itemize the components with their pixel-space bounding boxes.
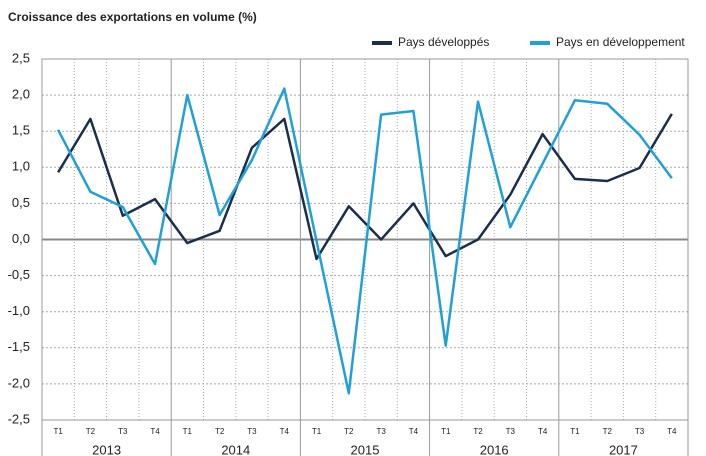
y-tick-label: -2,5	[8, 411, 30, 426]
legend-label: Pays en développement	[556, 35, 685, 49]
y-tick-label: -1,5	[8, 339, 30, 354]
x-tick-label: T3	[376, 427, 386, 436]
x-tick-label: T2	[473, 427, 483, 436]
y-tick-label: -1,0	[8, 303, 30, 318]
y-tick-label: 1,0	[12, 159, 30, 174]
y-tick-label: -0,5	[8, 267, 30, 282]
x-tick-label: T3	[506, 427, 516, 436]
x-tick-label: T4	[538, 427, 548, 436]
x-tick-label: T4	[150, 427, 160, 436]
legend-label: Pays développés	[398, 35, 489, 49]
year-label: 2015	[351, 442, 380, 456]
year-label: 2014	[221, 442, 250, 456]
year-label: 2016	[480, 442, 509, 456]
x-tick-label: T4	[280, 427, 290, 436]
x-tick-label: T1	[53, 427, 63, 436]
x-tick-label: T2	[86, 427, 96, 436]
x-tick-label: T2	[603, 427, 613, 436]
x-tick-label: T4	[409, 427, 419, 436]
y-tick-label: 0,0	[12, 231, 30, 246]
x-tick-label: T1	[570, 427, 580, 436]
y-tick-label: -2,0	[8, 375, 30, 390]
y-tick-label: 2,5	[12, 50, 30, 65]
y-tick-label: 2,0	[12, 87, 30, 102]
x-tick-label: T2	[215, 427, 225, 436]
x-tick-label: T2	[344, 427, 354, 436]
chart-title: Croissance des exportations en volume (%…	[8, 10, 257, 24]
x-tick-label: T3	[247, 427, 257, 436]
x-tick-label: T1	[183, 427, 193, 436]
series-line	[57, 113, 673, 261]
x-tick-label: T1	[312, 427, 322, 436]
x-tick-label: T1	[441, 427, 451, 436]
x-tick-label: T3	[118, 427, 128, 436]
series-line	[56, 87, 673, 395]
x-tick-label: T3	[635, 427, 645, 436]
x-tick-label: T4	[667, 427, 677, 436]
y-tick-label: 0,5	[12, 195, 30, 210]
year-label: 2017	[609, 442, 638, 456]
year-label: 2013	[92, 442, 121, 456]
y-tick-label: 1,5	[12, 123, 30, 138]
